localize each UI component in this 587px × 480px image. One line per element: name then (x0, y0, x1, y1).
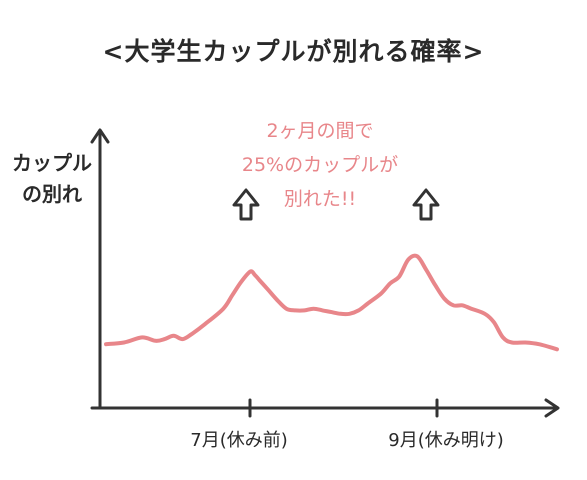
chart-title: <大学生カップルが別れる確率> (102, 37, 485, 66)
x-axis-arrow (544, 398, 560, 418)
x-tick-label-september: 9月(休み明け) (388, 430, 504, 451)
x-tick-label-july: 7月(休み前) (190, 430, 288, 451)
y-axis-label: カップル の別れ (4, 148, 100, 210)
y-axis-label-line-2: の別れ (22, 182, 82, 206)
annotation-line-3: 別れた!! (283, 188, 357, 210)
y-axis-arrow (90, 128, 110, 144)
y-axis-label-line-1: カップル (12, 151, 92, 175)
chart-annotation: 2ヶ月の間で 25%のカップルが 別れた!! (210, 114, 430, 216)
peak-arrow-up-icon (232, 188, 260, 221)
annotation-line-1: 2ヶ月の間で (266, 120, 374, 142)
annotation-line-2: 25%のカップルが (241, 154, 399, 176)
series-line (104, 253, 559, 352)
peak-arrow-up-icon (412, 188, 440, 221)
